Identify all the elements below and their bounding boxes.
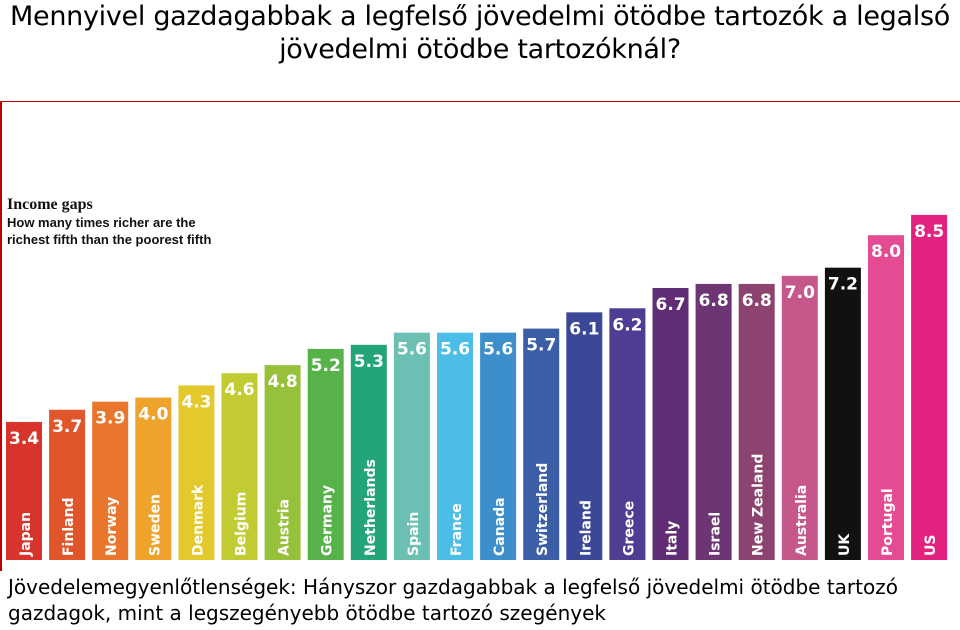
category-label: Italy <box>665 521 681 556</box>
category-label: France <box>449 503 465 556</box>
value-label: 7.0 <box>785 283 815 303</box>
chart-title-block: Income gaps How many times richer are th… <box>7 196 237 248</box>
value-label: 7.2 <box>828 275 858 295</box>
category-label: Spain <box>406 512 422 556</box>
category-label: Israel <box>708 512 724 556</box>
bar-japan <box>6 421 42 560</box>
value-label: 6.8 <box>742 291 772 311</box>
value-label: 5.6 <box>440 340 470 360</box>
bar-austria <box>264 365 301 560</box>
category-label: Portugal <box>880 488 896 556</box>
bar-netherlands <box>350 344 387 560</box>
category-label: Japan <box>18 512 34 557</box>
category-label: Switzerland <box>535 463 551 556</box>
bar-ireland <box>566 312 603 560</box>
bar-spain <box>393 332 430 560</box>
value-label: 5.7 <box>526 336 556 356</box>
bar-israel <box>695 283 732 560</box>
bar-canada <box>480 332 517 560</box>
slide-title: Mennyivel gazdagabbak a legfelső jövedel… <box>10 1 950 65</box>
value-label: 8.0 <box>871 242 901 262</box>
bar-belgium <box>221 373 258 560</box>
value-label: 8.5 <box>914 222 944 242</box>
slide-caption: Jövedelemegyenlőtlenségek: Hányszor gazd… <box>8 575 898 625</box>
value-label: 5.3 <box>354 352 384 372</box>
category-label: Norway <box>104 497 120 556</box>
bar-france <box>437 332 473 560</box>
value-label: 6.2 <box>612 315 642 335</box>
category-label: Ireland <box>578 500 594 556</box>
bar-norway <box>92 401 129 560</box>
bar-us <box>911 214 948 560</box>
bar-switzerland <box>523 328 560 560</box>
value-label: 4.3 <box>181 392 211 412</box>
value-label: 5.6 <box>483 340 513 360</box>
category-label: Austria <box>277 499 293 556</box>
category-label: Australia <box>794 485 810 556</box>
category-label: Germany <box>320 485 336 556</box>
value-label: 6.8 <box>699 291 729 311</box>
category-label: Canada <box>492 497 508 556</box>
category-label: Finland <box>61 497 77 556</box>
bar-denmark <box>178 385 215 560</box>
bar-sweden <box>135 397 172 560</box>
category-label: Sweden <box>147 494 163 556</box>
category-label: UK <box>837 533 853 556</box>
value-label: 6.1 <box>569 319 599 339</box>
bar-finland <box>49 409 86 560</box>
value-label: 3.7 <box>52 417 82 437</box>
bar-uk <box>824 267 861 560</box>
bar-portugal <box>868 235 904 560</box>
category-label: New Zealand <box>751 454 767 556</box>
bar-greece <box>609 308 646 560</box>
category-label: Belgium <box>234 492 250 556</box>
value-label: 5.2 <box>311 356 341 376</box>
value-label: 3.4 <box>9 429 39 449</box>
chart-title: Income gaps <box>7 196 93 213</box>
value-label: 5.6 <box>397 340 427 360</box>
bar-germany <box>307 348 344 560</box>
bar-new-zealand <box>738 283 775 560</box>
category-label: Greece <box>621 501 637 556</box>
value-label: 3.9 <box>95 409 125 429</box>
category-label: Netherlands <box>363 459 379 556</box>
value-label: 4.8 <box>268 372 298 392</box>
value-label: 4.0 <box>138 405 168 425</box>
category-label: Denmark <box>190 484 206 556</box>
bar-australia <box>781 275 818 560</box>
chart-subtitle: How many times richer are the richest fi… <box>7 215 212 247</box>
chart-frame <box>0 101 960 571</box>
category-label: US <box>923 535 939 556</box>
value-label: 6.7 <box>656 295 686 315</box>
value-label: 4.6 <box>225 380 255 400</box>
bar-italy <box>652 287 689 560</box>
